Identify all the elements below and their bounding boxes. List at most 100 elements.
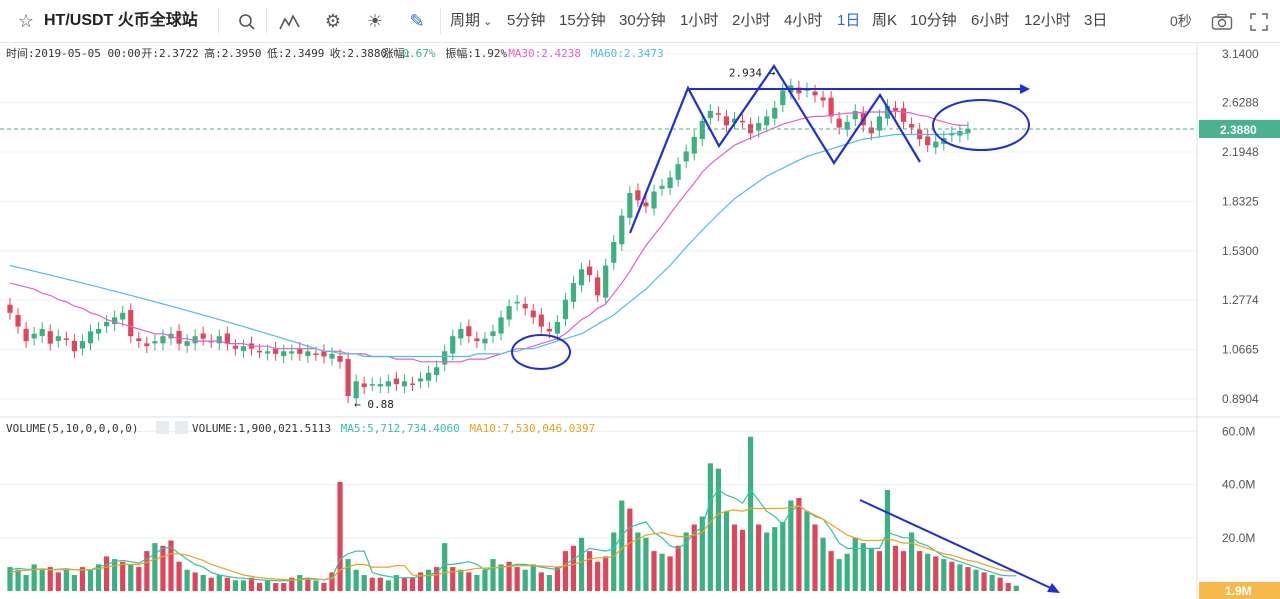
candle-body — [265, 351, 271, 354]
price-ma-lines — [0, 110, 1197, 363]
toolbar-divider — [218, 8, 219, 34]
indicator-icon[interactable] — [276, 0, 304, 42]
chevron-down-icon: ⌄ — [480, 16, 493, 28]
volume-bar — [1013, 585, 1019, 591]
candle-body — [47, 331, 53, 344]
interval-12h[interactable]: 12小时 — [1024, 12, 1071, 29]
candle-body — [55, 336, 61, 341]
volume-bar — [868, 548, 874, 591]
cross-circle — [511, 334, 571, 370]
interval-10m[interactable]: 10分钟 — [910, 12, 957, 29]
candle-body — [232, 345, 238, 349]
volume-bar — [208, 577, 214, 591]
volume-bars — [7, 436, 1019, 591]
candle-body — [409, 383, 416, 385]
candle-body — [490, 331, 496, 336]
volume-bar — [675, 545, 681, 591]
candle-body — [200, 333, 206, 339]
candle-body — [128, 310, 134, 337]
volume-bar — [39, 569, 45, 591]
interval-1d[interactable]: 1日 — [837, 12, 861, 29]
candle-body — [112, 317, 118, 325]
candle-body — [345, 359, 351, 397]
last-price-tag — [1199, 119, 1280, 138]
interval-1h[interactable]: 1小时 — [680, 12, 719, 29]
candle-body — [836, 118, 842, 128]
volume-bar — [683, 532, 689, 591]
candle-body — [514, 301, 520, 304]
candle-body — [377, 384, 383, 387]
volume-bar — [450, 567, 456, 591]
volume-bar — [949, 561, 955, 591]
camera-icon[interactable] — [1208, 0, 1236, 42]
candle-body — [659, 185, 665, 189]
candle-body — [7, 304, 13, 313]
interval-3d[interactable]: 3日 — [1084, 12, 1108, 29]
volume-bar — [804, 511, 810, 591]
volume-bar — [973, 569, 979, 591]
interval-15m[interactable]: 15分钟 — [559, 12, 606, 29]
candle-body — [466, 326, 472, 337]
candle-body — [442, 351, 448, 365]
volume-bar — [603, 556, 609, 591]
volume-tick-label: 60.0M — [1222, 424, 1255, 438]
volume-bar — [273, 583, 279, 591]
candle-body — [321, 351, 327, 357]
price-tick-label: 3.1400 — [1222, 47, 1259, 61]
volume-bar — [635, 532, 641, 591]
fullscreen-icon[interactable] — [1246, 0, 1272, 42]
volume-bar — [981, 572, 987, 591]
theme-sun-icon[interactable]: ☀ — [366, 11, 384, 31]
volume-ma10-line — [9, 505, 1017, 581]
ma30-line — [9, 110, 968, 363]
volume-bar — [772, 527, 778, 591]
symbol-title[interactable]: HT/USDT 火币全球站 — [44, 12, 198, 29]
candle-body — [651, 191, 657, 209]
draw-pencil-icon[interactable]: ✎ — [409, 11, 425, 31]
candle-body — [313, 353, 319, 355]
info-close: 收:2.3880 — [330, 46, 387, 60]
candle-body — [611, 242, 617, 263]
volume-bar — [377, 577, 383, 591]
info-time: 时间:2019-05-05 00:00 — [6, 47, 141, 60]
volume-bar — [256, 583, 263, 591]
candle-body — [393, 378, 399, 385]
candle-body — [256, 350, 263, 353]
interval-30m[interactable]: 30分钟 — [619, 12, 666, 29]
volume-bar — [305, 577, 311, 591]
volume-bar — [401, 577, 408, 591]
interval-5m[interactable]: 5分钟 — [507, 12, 546, 29]
volume-bar — [860, 543, 866, 591]
volume-bar — [892, 545, 899, 591]
interval-1w[interactable]: 周K — [872, 12, 898, 29]
candle-body — [426, 372, 432, 381]
volume-bar — [731, 524, 738, 591]
interval-2h[interactable]: 2小时 — [732, 12, 771, 29]
interval-6h[interactable]: 6小时 — [971, 12, 1010, 29]
period-menu[interactable]: 周期 ⌄ — [450, 0, 492, 42]
candle-body — [63, 338, 69, 340]
candle-body — [764, 116, 770, 126]
volume-bar — [393, 575, 399, 591]
volume-bar — [120, 561, 126, 591]
candle-body — [474, 338, 480, 342]
candle-body — [756, 123, 762, 131]
star-icon[interactable]: ☆ — [17, 11, 35, 31]
volume-bar — [941, 559, 947, 591]
interval-4h[interactable]: 4小时 — [784, 12, 823, 29]
volume-bar — [748, 436, 754, 591]
info-high: 高:2.3950 — [204, 46, 261, 60]
volume-bar — [458, 569, 464, 591]
volume-ma5-line — [9, 488, 1017, 582]
candle-body — [828, 97, 834, 117]
candle-body — [796, 87, 802, 94]
volume-bar — [506, 561, 512, 591]
volume-bar — [200, 575, 206, 591]
volume-bar — [474, 575, 480, 591]
volume-tick-label: 40.0M — [1222, 478, 1255, 492]
volume-bar — [313, 580, 319, 591]
gear-icon[interactable]: ⚙ — [324, 11, 342, 31]
volume-bar — [538, 572, 544, 591]
search-icon[interactable] — [234, 0, 260, 42]
